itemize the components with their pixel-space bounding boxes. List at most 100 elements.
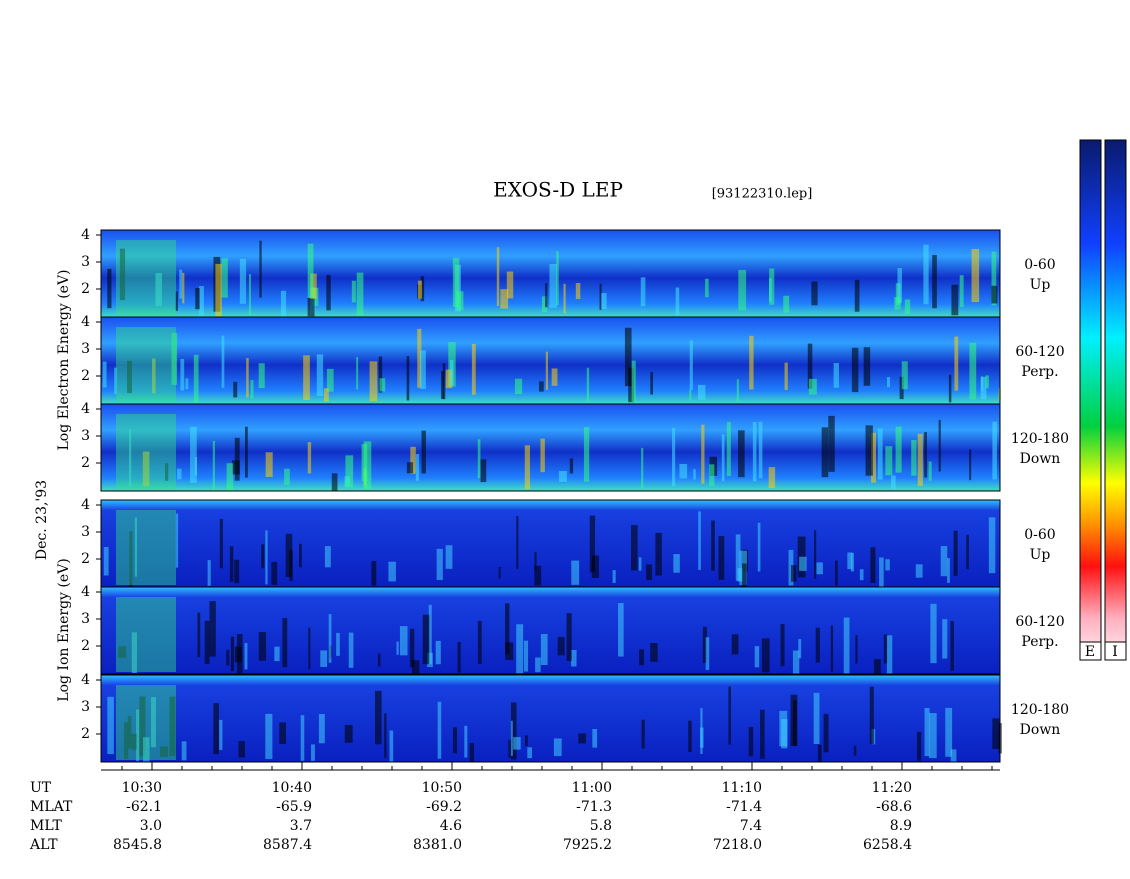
spectrogram-texture <box>793 700 798 746</box>
spectrogram-texture <box>129 531 133 587</box>
spectrogram-texture <box>813 692 820 744</box>
panel-angle: 0-60 <box>1024 527 1055 543</box>
spectrogram-texture <box>274 646 280 662</box>
spectrogram-texture <box>850 552 854 572</box>
spectrogram-texture <box>821 427 829 478</box>
spectrogram-texture <box>233 381 238 398</box>
spectrogram-texture <box>221 258 228 298</box>
spectrogram-texture <box>959 275 964 308</box>
spectrogram-texture <box>540 438 545 473</box>
footer-value: 6258.4 <box>863 837 912 853</box>
y-tick-label: 2 <box>81 726 90 742</box>
spectrogram-texture <box>749 335 754 390</box>
y-tick-label: 3 <box>81 524 90 540</box>
title: EXOS-D LEP <box>493 178 623 202</box>
spectrogram-texture <box>437 701 442 759</box>
spectrogram-texture <box>556 251 559 306</box>
spectrogram-texture <box>415 454 419 481</box>
spectrogram <box>101 404 1000 491</box>
spectrogram-texture <box>155 273 162 306</box>
spectrogram-texture <box>239 258 247 304</box>
spectrogram-texture <box>229 546 234 582</box>
spectrogram-texture <box>318 714 325 744</box>
spectrogram-texture <box>545 351 548 390</box>
spectrogram-texture <box>452 257 460 307</box>
spectrogram-texture <box>738 269 747 311</box>
footer-value: 10:30 <box>122 780 162 796</box>
footer-value: 8.9 <box>890 818 912 834</box>
spectrogram-texture <box>219 518 223 569</box>
spectrogram-texture <box>258 632 267 661</box>
spectrogram-texture <box>436 548 443 581</box>
spectrogram-texture <box>331 473 338 491</box>
spectrogram-texture <box>545 283 548 308</box>
spectrogram-texture <box>541 296 548 313</box>
spectrogram-texture <box>143 737 150 762</box>
colorbar-box <box>1079 641 1102 661</box>
spectrogram-texture <box>265 530 268 585</box>
spectrogram-texture <box>234 559 240 584</box>
footer-value: 8545.8 <box>113 837 162 853</box>
spectrogram-texture <box>406 356 410 401</box>
spectrogram-texture <box>477 439 481 479</box>
spectrogram-texture <box>640 277 646 307</box>
spectrogram-texture <box>693 469 696 480</box>
spectrogram-texture <box>181 741 187 761</box>
spectrogram-texture <box>471 343 476 395</box>
spectrogram-texture <box>477 621 482 664</box>
spectrogram-texture <box>760 709 765 759</box>
spectrogram-texture <box>523 640 529 672</box>
spectrogram-texture <box>851 347 859 393</box>
panels: 4 3 2 0-60 Up 4 3 2 60-120 Perp. 4 3 2 120-180 Down 4 3 2… <box>81 227 1069 763</box>
spectrogram-texture <box>571 649 577 667</box>
spectrogram-texture <box>854 279 860 312</box>
spectrogram-texture <box>197 612 201 658</box>
spectrogram-texture <box>586 367 590 401</box>
footer-value: 7218.0 <box>713 837 762 853</box>
spectrogram-texture <box>566 613 572 661</box>
spectrogram-texture <box>500 289 509 309</box>
spectrogram-texture <box>601 293 607 310</box>
spectrogram-texture <box>816 562 823 575</box>
spectrogram-texture <box>464 725 468 758</box>
spectrogram-texture <box>705 278 709 298</box>
spectrogram-texture <box>107 696 114 755</box>
footer-value: -69.2 <box>426 799 462 815</box>
panel-angle: 120-180 <box>1011 431 1069 447</box>
spectrogram-texture <box>873 659 881 674</box>
spectrogram-texture <box>456 291 464 311</box>
spectrogram-texture <box>948 374 952 403</box>
footer-row-label: ALT <box>29 837 58 853</box>
spectrogram-texture <box>417 328 422 388</box>
spectrogram-texture <box>781 719 788 749</box>
spectrogram-texture <box>833 363 839 388</box>
spectrogram-texture <box>282 618 288 668</box>
spectrogram-texture <box>244 643 248 670</box>
spectrogram-texture <box>316 354 324 397</box>
spectrogram-texture <box>131 632 137 673</box>
spectrogram-texture <box>506 271 514 299</box>
footer-value: -62.1 <box>126 799 162 815</box>
spectrogram-texture <box>261 544 265 569</box>
panel-angle: 0-60 <box>1024 257 1055 273</box>
spectrogram-texture <box>591 555 600 578</box>
spectrogram-texture <box>207 560 211 586</box>
spectrogram-texture <box>480 459 487 483</box>
spectrogram-texture <box>250 380 254 399</box>
y-tick-label: 2 <box>81 368 90 384</box>
spectrogram-texture <box>176 468 182 480</box>
spectrogram-texture <box>991 285 998 304</box>
spectrogram-texture <box>641 447 644 489</box>
spectrogram-texture <box>248 274 251 316</box>
spectrogram-texture <box>265 452 273 477</box>
spectrogram-texture <box>698 511 701 570</box>
spectrogram-texture <box>885 559 890 571</box>
spectrogram-texture <box>363 441 372 490</box>
y-tick-label: 3 <box>81 341 90 357</box>
spectrogram-texture <box>445 545 453 569</box>
spectrogram-texture <box>969 342 977 400</box>
spectrogram-texture <box>612 570 616 583</box>
spectrogram-texture <box>540 633 548 665</box>
spectrogram-texture <box>928 713 937 759</box>
spectrogram-texture <box>418 280 422 299</box>
